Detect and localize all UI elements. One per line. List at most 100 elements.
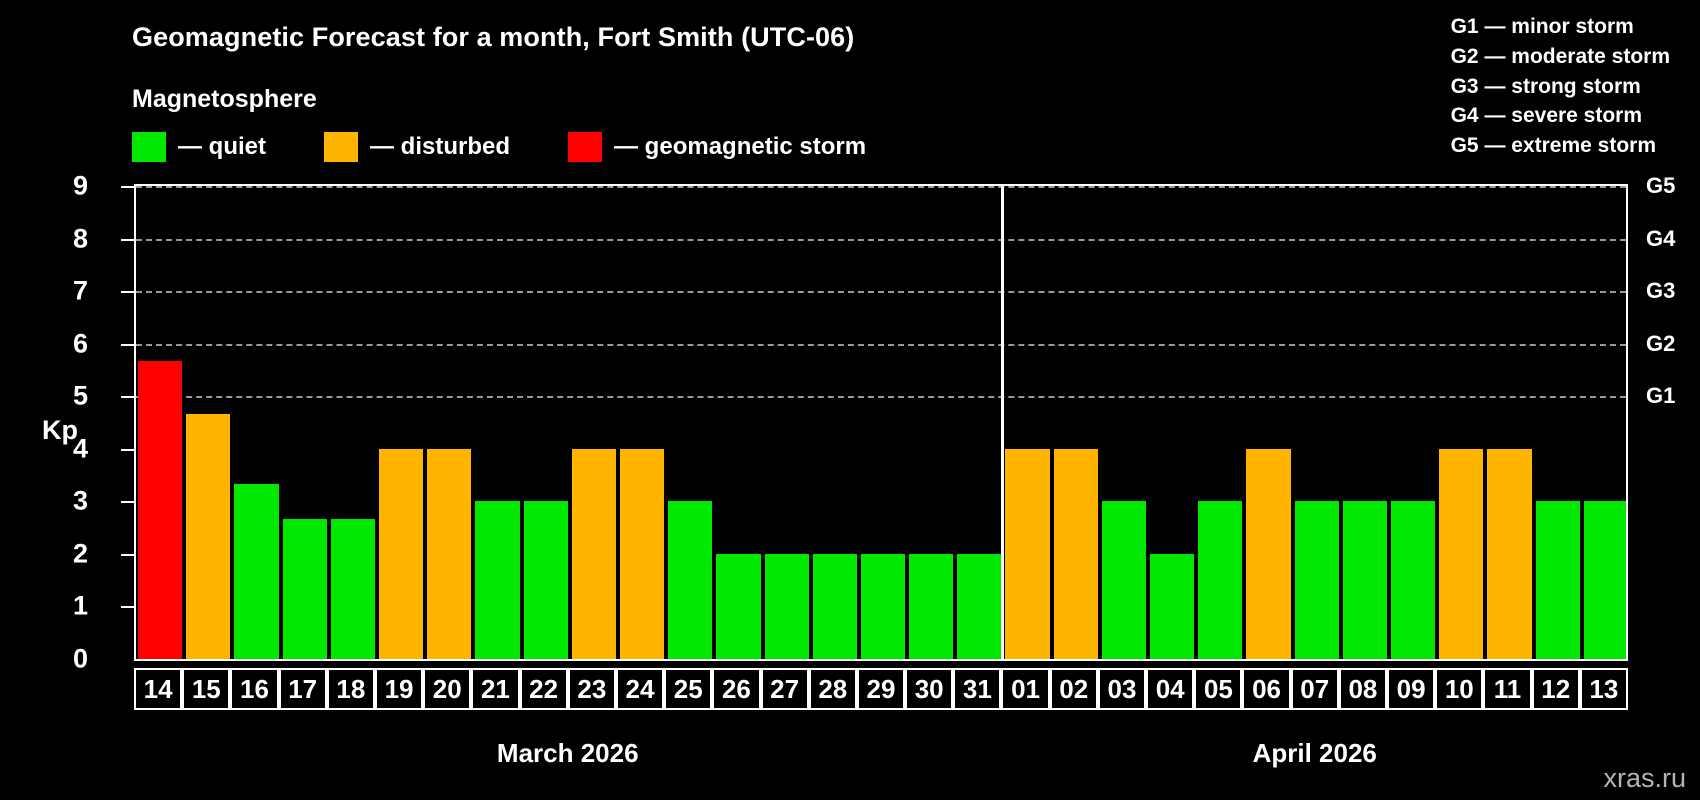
date-box-07: 07	[1290, 668, 1339, 710]
gridline-kp-7	[136, 291, 1626, 294]
bar-27	[764, 553, 809, 659]
bar-19	[378, 448, 424, 659]
bar-09	[1391, 501, 1436, 659]
g-tick-label-g3: G3	[1646, 278, 1676, 304]
legend-label-disturbed: — disturbed	[370, 133, 511, 160]
bar-28	[812, 553, 857, 659]
date-box-22: 22	[519, 668, 568, 710]
bar-series	[136, 186, 1626, 659]
bar-12	[1535, 501, 1580, 659]
y-tick-mark-2	[121, 553, 134, 556]
y-tick-mark-6	[121, 343, 134, 346]
y-tick-label-1: 1	[72, 590, 88, 621]
g-tick-label-g1: G1	[1646, 383, 1676, 409]
bar-16	[234, 484, 279, 659]
date-box-12: 12	[1531, 668, 1580, 710]
y-tick-mark-8	[121, 238, 134, 241]
date-box-16: 16	[230, 668, 279, 710]
legend-swatch-disturbed-icon	[324, 132, 358, 162]
date-box-23: 23	[567, 668, 616, 710]
legend-label-quiet: — quiet	[178, 133, 266, 160]
g-legend-line-2: G2 — moderate storm	[1450, 44, 1670, 68]
legend-swatch-storm-icon	[568, 132, 603, 162]
bar-29	[860, 553, 906, 659]
date-box-18: 18	[326, 668, 375, 710]
g-tick-label-g4: G4	[1646, 225, 1676, 251]
date-box-29: 29	[856, 668, 906, 710]
bar-24	[619, 448, 665, 659]
bar-06	[1246, 448, 1291, 659]
y-tick-label-8: 8	[72, 223, 88, 254]
date-axis: 14 15 16 17 18 19 20 21 22 23 24 25 26 27 28 29 30 31 01 02…	[134, 668, 1628, 710]
chart-plot-area	[134, 184, 1628, 661]
bar-25	[668, 501, 713, 659]
date-box-13: 13	[1579, 668, 1628, 710]
date-box-09: 09	[1387, 668, 1436, 710]
y-tick-label-2: 2	[72, 538, 88, 569]
date-box-17: 17	[278, 668, 327, 710]
bar-08	[1342, 501, 1388, 659]
bar-26	[716, 553, 761, 659]
date-box-14: 14	[134, 668, 183, 710]
gridline-kp-6	[136, 343, 1626, 346]
date-box-19: 19	[374, 668, 424, 710]
watermark: xras.ru	[1603, 763, 1686, 793]
y-tick-label-7: 7	[72, 275, 88, 306]
gridline-kp-9	[136, 186, 1626, 188]
y-tick-mark-4	[121, 448, 134, 451]
bar-04	[1150, 553, 1195, 659]
page-title: Geomagnetic Forecast for a month, Fort S…	[132, 22, 855, 52]
date-box-08: 08	[1338, 668, 1388, 710]
y-tick-label-6: 6	[72, 328, 88, 359]
date-box-03: 03	[1097, 668, 1147, 710]
date-box-24: 24	[615, 668, 665, 710]
y-tick-mark-3	[121, 501, 134, 504]
legend-label-storm: — geomagnetic storm	[614, 133, 867, 160]
bar-30	[909, 553, 954, 659]
date-box-05: 05	[1194, 668, 1243, 710]
g-tick-label-g5: G5	[1646, 173, 1676, 198]
legend-swatch-quiet-icon	[132, 132, 166, 162]
bar-21	[475, 501, 520, 659]
month-label-march: March 2026	[496, 738, 639, 768]
bar-13	[1583, 501, 1626, 659]
bar-07	[1294, 501, 1339, 659]
bar-23	[571, 448, 616, 659]
legend-item-disturbed: — disturbed	[324, 132, 510, 162]
month-label-april: April 2026	[1252, 738, 1377, 768]
date-box-25: 25	[664, 668, 713, 710]
bar-14	[138, 361, 183, 659]
date-box-02: 02	[1049, 668, 1098, 710]
bar-15	[186, 413, 231, 659]
y-tick-label-4: 4	[72, 433, 88, 464]
g-legend-line-4: G4 — severe storm	[1450, 104, 1643, 128]
y-tick-label-9: 9	[72, 170, 88, 201]
bar-20	[427, 448, 472, 659]
bar-31	[957, 553, 1002, 659]
g-legend-line-3: G3 — strong storm	[1450, 74, 1641, 98]
y-tick-mark-9	[121, 186, 134, 188]
date-box-28: 28	[808, 668, 857, 710]
y-tick-mark-7	[121, 291, 134, 294]
date-box-01: 01	[1001, 668, 1050, 710]
legend-heading: Magnetosphere	[132, 85, 317, 113]
bar-17	[282, 518, 327, 659]
date-box-31: 31	[953, 668, 1002, 710]
bar-05	[1198, 501, 1243, 659]
gridline-kp-8	[136, 238, 1626, 241]
bar-22	[523, 501, 568, 659]
date-box-04: 04	[1146, 668, 1195, 710]
date-box-26: 26	[712, 668, 761, 710]
date-box-20: 20	[423, 668, 472, 710]
y-tick-label-0: 0	[72, 643, 88, 674]
bar-10	[1439, 448, 1484, 659]
y-tick-mark-5	[121, 396, 134, 399]
date-box-11: 11	[1483, 668, 1532, 710]
date-box-10: 10	[1435, 668, 1484, 710]
g-tick-label-g2: G2	[1646, 330, 1676, 356]
bar-03	[1101, 501, 1147, 659]
magnetosphere-legend: — quiet — disturbed — geomagnetic storm	[132, 132, 866, 162]
g-scale-legend: G1 — minor storm G2 — moderate storm G3 — …	[1451, 12, 1670, 161]
bar-01	[1005, 448, 1050, 659]
g-legend-line-5: G5 — extreme storm	[1450, 134, 1657, 158]
